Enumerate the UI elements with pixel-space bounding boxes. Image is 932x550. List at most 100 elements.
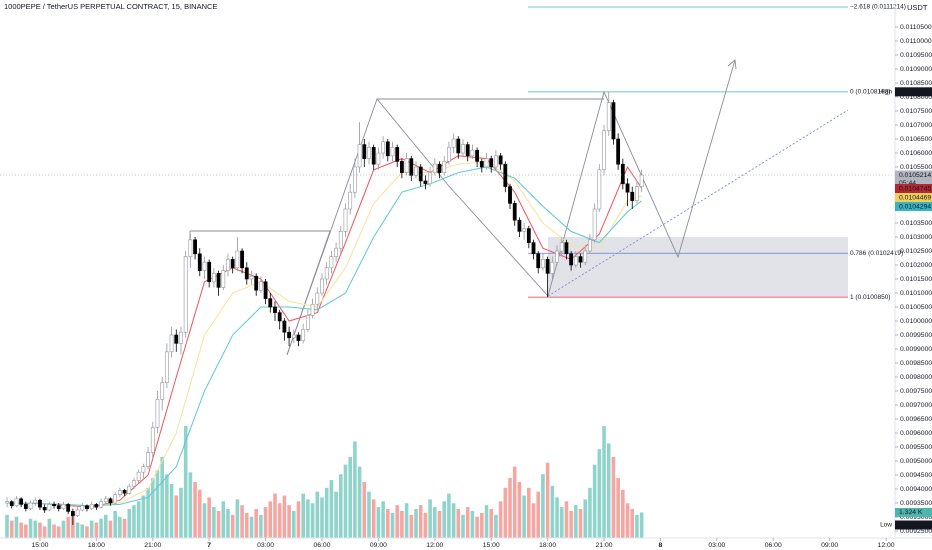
candle-body	[291, 334, 296, 339]
candle-body	[371, 147, 376, 165]
volume-bar	[545, 462, 550, 538]
volume-bar	[522, 495, 526, 538]
candle-body	[258, 281, 263, 291]
volume-bar	[588, 487, 592, 538]
volume-bar	[512, 466, 517, 538]
volume-bar	[249, 516, 254, 538]
volume-bar	[263, 507, 268, 538]
y-tick-label: 0.0103500	[900, 220, 932, 227]
volume-bar	[291, 510, 296, 538]
candle-body	[573, 256, 578, 266]
volume-bar	[639, 512, 644, 538]
volume-label-box	[895, 507, 932, 517]
volume-bar	[357, 466, 362, 538]
trend-line	[547, 109, 849, 297]
candle-body	[461, 144, 465, 154]
volume-bar	[442, 501, 447, 538]
volume-bar	[550, 485, 555, 538]
candle-body	[536, 253, 541, 269]
candle-body	[555, 250, 559, 263]
fib-label: 0 (0.0108183)	[850, 89, 890, 96]
volume-bar	[71, 512, 75, 538]
volume-bar	[484, 505, 489, 538]
candle-body	[174, 334, 179, 344]
volume-bar	[437, 510, 442, 538]
volume-bar	[56, 526, 61, 538]
volume-bar	[277, 503, 282, 538]
candle-body	[5, 501, 9, 504]
candle-body	[625, 183, 630, 193]
candle-body	[235, 250, 240, 269]
candle-body	[541, 259, 545, 269]
candle-body	[343, 208, 348, 232]
volume-bar	[226, 509, 230, 538]
volume-bar	[348, 456, 352, 538]
candle-body	[14, 498, 19, 507]
y-tick-label: 0.0094500	[900, 472, 932, 479]
candle-body	[630, 191, 635, 201]
volume-bar	[118, 516, 122, 538]
candle-body	[559, 242, 564, 252]
candle-body	[400, 161, 404, 173]
candle-body	[522, 228, 527, 232]
volume-bar	[47, 518, 52, 538]
volume-bar	[160, 456, 164, 538]
candle-body	[447, 147, 451, 162]
volume-bar	[527, 487, 531, 538]
candle-body	[597, 169, 602, 210]
y-tick-label: 0.0110000	[900, 38, 932, 45]
low-label-box	[895, 520, 932, 530]
candle-body	[381, 141, 386, 154]
volume-bar	[310, 503, 315, 538]
y-tick-label: 0.0097000	[900, 402, 932, 409]
candle-body	[254, 275, 259, 291]
candle-body	[249, 275, 254, 280]
candle-body	[99, 501, 103, 508]
high-label-box	[895, 87, 932, 97]
candle-body	[282, 320, 287, 333]
moving-average	[7, 166, 642, 507]
volume-bar	[611, 456, 616, 538]
candle-body	[132, 480, 136, 487]
candle-body	[489, 158, 494, 168]
candle-body	[52, 504, 56, 507]
candle-body	[75, 509, 80, 516]
candle-body	[38, 499, 42, 508]
candle-body	[635, 186, 639, 201]
volume-bar	[235, 499, 240, 538]
candle-body	[404, 158, 409, 173]
volume-bar	[202, 503, 207, 538]
volume-bar	[498, 501, 503, 538]
ma-label: 0.0104469	[899, 194, 931, 201]
volume-bar	[517, 482, 522, 538]
candle-body	[451, 138, 456, 148]
candle-body	[517, 219, 522, 232]
x-tick-label: 06:00	[765, 542, 782, 549]
candle-body	[202, 261, 207, 271]
y-tick-label: 0.0101500	[900, 276, 932, 283]
candle-body	[578, 256, 583, 263]
high-text: High	[879, 89, 893, 96]
candle-body	[197, 253, 202, 271]
y-tick-label: 0.0099500	[900, 332, 932, 339]
volume-bar	[75, 522, 80, 538]
volume-bar	[5, 514, 9, 538]
candle-body	[277, 312, 282, 322]
candle-body	[240, 250, 244, 269]
candle-body	[9, 501, 14, 507]
volume-bar	[61, 520, 66, 538]
candle-body	[338, 231, 343, 249]
volume-bar	[89, 520, 94, 538]
x-tick-label: 03:00	[257, 542, 274, 549]
candle-body	[47, 504, 52, 511]
x-tick-label: 8	[659, 542, 663, 549]
candle-body	[470, 149, 475, 157]
candle-body	[390, 147, 395, 157]
volume-bar	[334, 491, 338, 538]
zone	[548, 236, 848, 298]
candle-body	[367, 147, 371, 159]
volume-bar	[409, 514, 414, 538]
volume-bar	[602, 426, 606, 538]
candle-body	[211, 273, 216, 283]
y-tick-label: 0.0092500	[900, 528, 932, 535]
